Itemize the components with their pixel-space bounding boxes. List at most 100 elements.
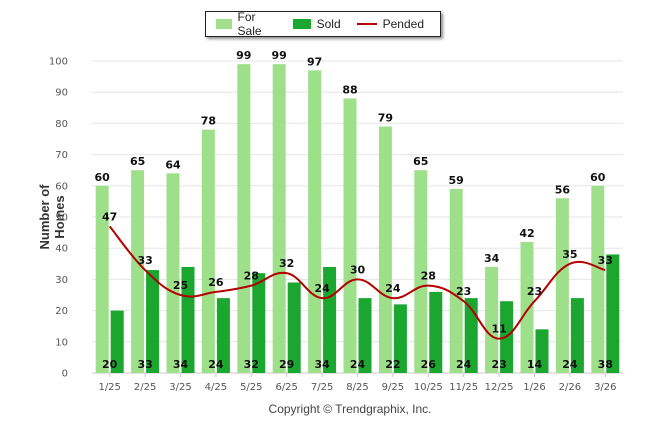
for-sale-value-label: 56: [555, 183, 571, 196]
for-sale-bar: [449, 188, 463, 373]
y-tick-label: 20: [55, 306, 68, 317]
sold-value-label: 23: [491, 358, 506, 371]
pended-value-label: 25: [173, 279, 188, 292]
sold-value-label: 29: [279, 358, 294, 371]
sold-swatch: [292, 19, 311, 29]
for-sale-value-label: 60: [95, 171, 111, 184]
pended-value-label: 24: [314, 282, 330, 295]
pended-swatch: [356, 23, 377, 25]
for-sale-value-label: 60: [590, 171, 606, 184]
legend-label-sold: Sold: [316, 17, 341, 31]
x-tick-label: 8/25: [346, 382, 368, 393]
y-tick-label: 0: [62, 369, 68, 380]
for-sale-bar: [378, 126, 392, 374]
for-sale-bar: [414, 170, 428, 373]
for-sale-bar: [201, 129, 215, 373]
pended-value-label: 33: [598, 254, 613, 267]
sold-value-label: 22: [385, 358, 400, 371]
pended-line: [108, 225, 606, 340]
pended-value-label: 35: [562, 248, 577, 261]
legend-label-for-sale: For Sale: [237, 10, 262, 38]
sold-bar: [606, 254, 620, 373]
sold-value-label: 24: [456, 358, 472, 371]
x-tick-label: 1/26: [523, 382, 545, 393]
for-sale-value-label: 88: [342, 83, 357, 96]
pended-value-label: 32: [279, 257, 294, 270]
sold-value-label: 34: [173, 358, 189, 371]
for-sale-value-label: 34: [484, 252, 500, 265]
sold-bar: [146, 270, 160, 373]
x-tick-label: 11/25: [449, 382, 478, 393]
for-sale-bar: [555, 198, 569, 373]
pended-value-label: 24: [385, 282, 401, 295]
pended-value-label: 47: [102, 210, 117, 223]
for-sale-bar: [166, 173, 180, 373]
for-sale-value-label: 99: [236, 49, 251, 62]
x-tick-label: 3/26: [594, 382, 616, 393]
sold-bar: [358, 298, 372, 373]
sold-value-label: 24: [562, 358, 578, 371]
sold-bar: [287, 282, 301, 373]
sold-value-label: 33: [137, 358, 152, 371]
sold-bar: [429, 291, 443, 373]
x-tick-label: 5/25: [240, 382, 262, 393]
for-sale-bar: [308, 70, 322, 374]
for-sale-bar: [343, 98, 357, 373]
pended-value-label: 26: [208, 276, 224, 289]
for-sale-bar: [237, 64, 251, 374]
x-tick-label: 9/25: [382, 382, 404, 393]
x-tick-label: 1/25: [98, 382, 120, 393]
sold-bar: [252, 273, 266, 373]
sold-bar: [393, 304, 407, 373]
y-tick-label: 30: [55, 275, 68, 286]
x-tick-label: 2/25: [134, 382, 156, 393]
sold-value-label: 34: [314, 358, 330, 371]
sold-bar: [323, 266, 337, 373]
pended-value-label: 11: [491, 323, 506, 336]
y-tick-label: 60: [55, 181, 68, 192]
x-tick-label: 12/25: [485, 382, 514, 393]
for-sale-value-label: 99: [272, 49, 287, 62]
pended-value-label: 23: [527, 285, 542, 298]
y-tick-label: 40: [55, 244, 68, 255]
for-sale-value-label: 97: [307, 55, 322, 68]
x-tick-label: 2/26: [559, 382, 581, 393]
for-sale-value-label: 65: [130, 155, 145, 168]
legend-item-pended[interactable]: Pended: [356, 17, 424, 31]
sold-bar: [535, 329, 549, 373]
y-tick-label: 70: [55, 150, 68, 161]
y-tick-label: 10: [55, 337, 68, 348]
sold-value-label: 24: [350, 358, 366, 371]
for-sale-bar: [131, 170, 145, 373]
legend-item-for-sale[interactable]: For Sale: [216, 10, 277, 38]
for-sale-bar: [591, 185, 605, 373]
pended-value-label: 33: [137, 254, 152, 267]
legend-item-sold[interactable]: Sold: [292, 17, 341, 31]
x-tick-label: 4/25: [205, 382, 227, 393]
for-sale-value-label: 65: [413, 155, 428, 168]
sold-bar: [570, 298, 584, 373]
for-sale-value-label: 79: [378, 112, 393, 125]
for-sale-value-label: 64: [165, 158, 181, 171]
y-tick-label: 80: [55, 119, 68, 130]
legend: For Sale Sold Pended: [205, 10, 441, 38]
x-tick-label: 3/25: [169, 382, 191, 393]
sold-value-label: 32: [244, 358, 259, 371]
for-sale-value-label: 78: [201, 115, 216, 128]
sold-value-label: 26: [421, 358, 437, 371]
for-sale-swatch: [216, 19, 232, 29]
sold-bar: [110, 310, 124, 373]
x-tick-label: 6/25: [275, 382, 297, 393]
for-sale-bar: [272, 64, 286, 374]
pended-value-label: 28: [421, 270, 436, 283]
for-sale-bar: [520, 241, 534, 373]
x-tick-label: 7/25: [311, 382, 333, 393]
legend-label-pended: Pended: [382, 17, 424, 31]
copyright-footer: Copyright © Trendgraphix, Inc.: [268, 402, 432, 416]
pended-value-label: 30: [350, 263, 366, 276]
y-tick-label: 100: [49, 57, 68, 68]
for-sale-value-label: 42: [519, 227, 534, 240]
x-tick-label: 10/25: [414, 382, 443, 393]
pended-value-label: 23: [456, 285, 471, 298]
